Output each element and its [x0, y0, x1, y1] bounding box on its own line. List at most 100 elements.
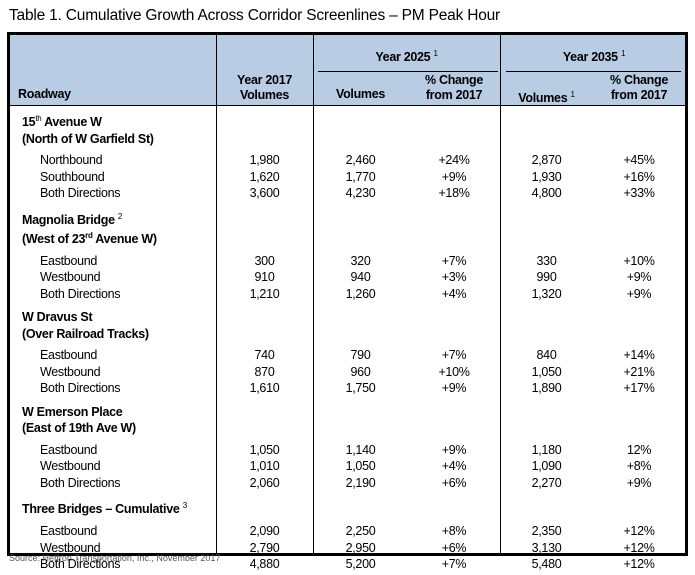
volume-2017: 1,010: [249, 459, 280, 474]
volume-2025: 1,770: [345, 169, 376, 184]
table-row: Eastbound 1,050 1,140 +9% 1,180 12%: [10, 442, 685, 459]
volume-2035: 2,870: [531, 153, 562, 168]
pct-change-2035: +9%: [626, 286, 652, 301]
direction-label: Both Directions: [40, 381, 121, 396]
pct-change-2025: +3%: [441, 270, 467, 285]
pct-change-2035: 12%: [626, 442, 652, 457]
growth-table: Roadway Year 2017 Volumes Year 2025 1 Ye…: [7, 32, 688, 571]
volume-2017: 740: [254, 348, 275, 363]
pct-change-2035: +8%: [626, 459, 652, 474]
header-pct-label: % Change: [424, 73, 484, 87]
roadway-name: Magnolia Bridge 2: [10, 209, 685, 229]
pct-change-2025: +6%: [441, 540, 467, 555]
volume-2035: 2,350: [531, 524, 562, 539]
table-title: Table 1. Cumulative Growth Across Corrid…: [9, 7, 501, 24]
volume-2035: 3,130: [531, 540, 562, 555]
header-year2017: Year 2017 Volumes: [216, 73, 313, 103]
volume-2035: 5,480: [531, 557, 562, 572]
direction-label: Southbound: [40, 169, 105, 184]
volume-2035: 330: [536, 253, 557, 268]
pct-change-2035: +9%: [626, 270, 652, 285]
table-row: Southbound 1,620 1,770 +9% 1,930 +16%: [10, 169, 685, 186]
pct-change-2025: +7%: [441, 557, 467, 572]
pct-change-2025: +8%: [441, 524, 467, 539]
volume-2017: 910: [254, 270, 275, 285]
volume-2025: 2,250: [345, 524, 376, 539]
column-divider: [500, 35, 501, 553]
header-year2035-label: Year 2035: [562, 50, 618, 65]
table-row: Eastbound 2,090 2,250 +8% 2,350 +12%: [10, 523, 685, 540]
roadway-group: 15th Avenue W (North of W Garfield St) Nor…: [10, 106, 685, 204]
volume-2035: 1,890: [531, 381, 562, 396]
volume-2025: 1,050: [345, 459, 376, 474]
volume-2017: 1,210: [249, 286, 280, 301]
column-divider: [216, 35, 217, 553]
ordinal-suffix: rd: [85, 231, 93, 241]
roadway-group: W Dravus St (Over Railroad Tracks) Eastbou…: [10, 304, 685, 399]
pct-change-2035: +14%: [623, 348, 655, 363]
volume-2025: 5,200: [345, 557, 376, 572]
volume-2017: 300: [254, 253, 275, 268]
roadway-location: (West of 23rd Avenue W): [10, 228, 685, 248]
volume-2017: 2,060: [249, 475, 280, 490]
pct-change-2025: +24%: [438, 153, 470, 168]
volume-2025: 1,260: [345, 286, 376, 301]
ordinal-suffix: th: [35, 114, 42, 123]
roadway-location-text: (North of W Garfield St): [22, 131, 154, 146]
pct-change-2035: +12%: [623, 524, 655, 539]
roadway-location-text: (Over Railroad Tracks): [22, 326, 149, 341]
header-underline: [506, 71, 681, 72]
pct-change-2035: +33%: [623, 186, 655, 201]
table-row: Both Directions 3,600 4,230 +18% 4,800 +33%: [10, 185, 685, 202]
pct-change-2035: +10%: [623, 253, 655, 268]
volume-2017: 4,880: [249, 557, 280, 572]
volume-2017: 1,610: [249, 381, 280, 396]
direction-label: Westbound: [40, 270, 101, 285]
volume-2025: 2,460: [345, 153, 376, 168]
volume-2025: 940: [350, 270, 371, 285]
header-volumes-2035: Volumes 1: [500, 87, 593, 106]
direction-label: Eastbound: [40, 253, 98, 268]
roadway-name: W Emerson Place: [10, 404, 685, 421]
table-row: Eastbound 300 320 +7% 330 +10%: [10, 253, 685, 270]
volume-2025: 2,190: [345, 475, 376, 490]
volume-2017: 1,620: [249, 169, 280, 184]
footnote-ref: 1: [433, 49, 438, 58]
header-year2017-label: Year 2017: [237, 73, 292, 87]
roadway-location: (East of 19th Ave W): [10, 420, 685, 437]
volume-2017: 1,980: [249, 153, 280, 168]
pct-change-2035: +9%: [626, 475, 652, 490]
direction-label: Westbound: [40, 364, 101, 379]
volume-2035: 1,090: [531, 459, 562, 474]
table-row: Westbound 1,010 1,050 +4% 1,090 +8%: [10, 458, 685, 475]
volume-2035: 1,180: [531, 442, 562, 457]
pct-change-2035: +12%: [623, 540, 655, 555]
direction-label: Eastbound: [40, 442, 98, 457]
table-row: Both Directions 1,210 1,260 +4% 1,320 +9%: [10, 286, 685, 303]
header-year2035: Year 2035 1: [500, 46, 688, 65]
direction-label: Eastbound: [40, 348, 98, 363]
pct-change-2025: +7%: [441, 253, 467, 268]
header-pct-2025: % Change from 2017: [408, 73, 500, 103]
volume-2025: 4,230: [345, 186, 376, 201]
column-divider: [313, 35, 314, 553]
pct-change-2025: +18%: [438, 186, 470, 201]
volume-2025: 1,140: [345, 442, 376, 457]
header-underline: [318, 71, 498, 72]
table-body: 15th Avenue W (North of W Garfield St) Nor…: [10, 106, 685, 575]
direction-label: Northbound: [40, 153, 103, 168]
roadway-name-text: W Emerson Place: [22, 404, 123, 419]
pct-change-2035: +45%: [623, 153, 655, 168]
pct-change-2025: +6%: [441, 475, 467, 490]
volume-2035: 840: [536, 348, 557, 363]
header-year2017-sub: Volumes: [239, 88, 290, 102]
table-row: Westbound 870 960 +10% 1,050 +21%: [10, 364, 685, 381]
header-pct-sub: from 2017: [425, 88, 483, 102]
pct-change-2035: +16%: [623, 169, 655, 184]
table-header: Roadway Year 2017 Volumes Year 2025 1 Ye…: [10, 35, 685, 106]
volume-2017: 2,090: [249, 524, 280, 539]
table-row: Both Directions 2,060 2,190 +6% 2,270 +9%: [10, 475, 685, 492]
roadway-name-rest: Avenue W: [41, 115, 102, 130]
header-volumes-2035-label: Volumes: [518, 91, 568, 106]
volume-2035: 1,050: [531, 364, 562, 379]
